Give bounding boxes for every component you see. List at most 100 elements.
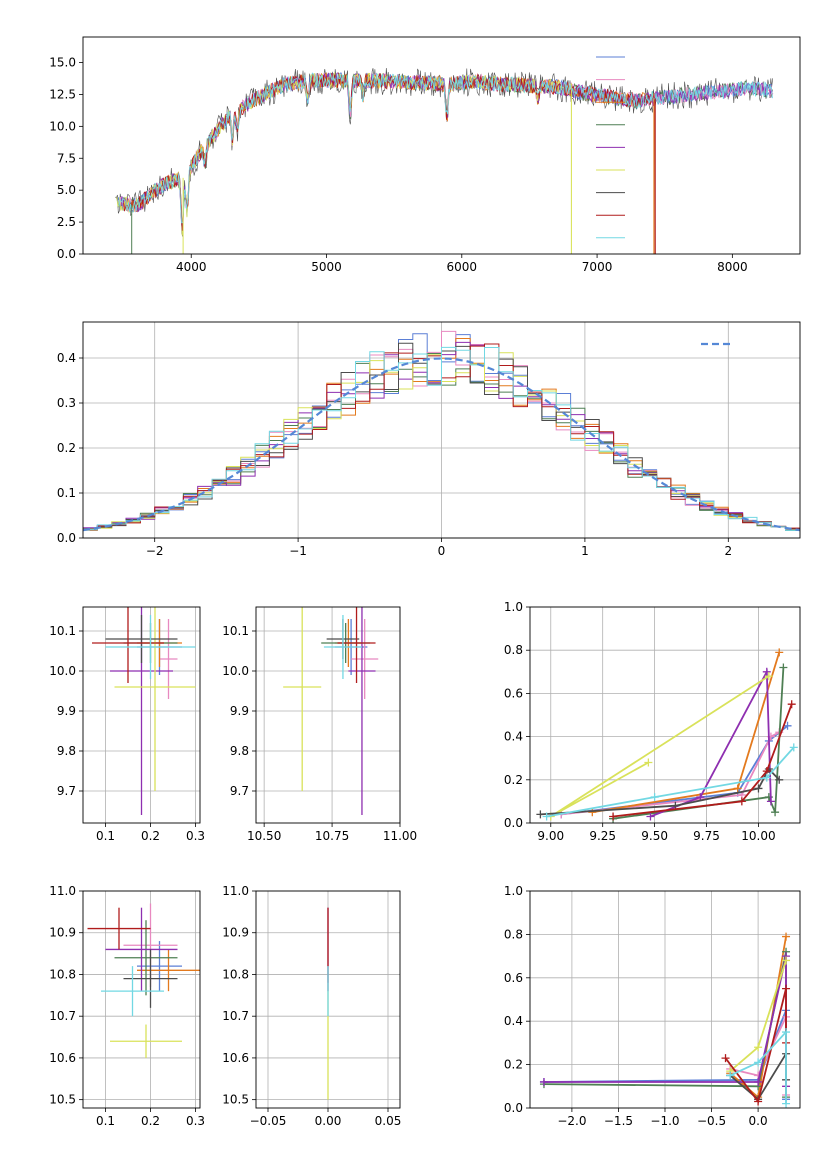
weight-marker [588,808,597,817]
plot-area [87,903,200,1058]
weight-marker [737,797,746,806]
weight-marker [646,812,655,821]
chart-spectrum: 4000 5000 6000 7000 8000 0.0 2.5 5.0 7.5 10.0 12.5… [49,36,801,274]
weight-marker [782,956,791,965]
x-tick-label: 8000 [717,260,748,274]
weight-line [612,703,793,818]
y-tick-label: 10.8 [222,967,249,981]
x-tick-label: 0.0 [749,1114,768,1128]
y-tick-label: 10.9 [49,926,76,940]
weight-marker [754,784,763,793]
y-tick-label: 0.4 [504,730,523,744]
weight-line [724,988,787,1104]
x-tick-label: 9.00 [537,829,564,843]
plot-area [92,607,196,815]
weight-marker [726,1071,735,1080]
axes-frame [82,890,201,1109]
y-tick-label: 9.9 [57,704,76,718]
weight-marker [650,793,659,802]
y-tick-label: 7.5 [57,151,76,165]
y-tick-label: 0.2 [504,1058,523,1072]
x-tick-label: 0.2 [141,829,160,843]
y-tick-label: 0.0 [57,531,76,545]
weight-marker [754,1097,763,1106]
x-tick-label: 10.75 [315,829,349,843]
weight-marker [754,1043,763,1052]
x-tick-label: 10.50 [247,829,281,843]
weight-marker [754,1058,763,1067]
y-tick-label: 5.0 [57,183,76,197]
x-tick-label: 0.05 [375,1114,402,1128]
weight-marker [775,775,784,784]
y-tick-label: 10.5 [222,1093,249,1107]
weight-marker [789,743,798,752]
y-tick-label: 9.9 [230,704,249,718]
y-tick-label: 9.8 [230,744,249,758]
spectrum-line [120,72,773,230]
x-tick-label: 2 [724,544,732,558]
legend [596,56,625,239]
x-tick-label: 0.00 [315,1114,342,1128]
y-tick-label: 15.0 [49,56,76,70]
x-tick-label: −1.5 [604,1114,633,1128]
weight-marker [733,784,742,793]
x-tick-label: −2 [146,544,164,558]
weight-marker [764,672,773,681]
y-tick-label: 0.6 [504,686,523,700]
weight-marker [644,758,653,767]
weight-marker [782,1099,791,1108]
y-tick-label: 0.4 [504,1014,523,1028]
weight-marker [766,797,775,806]
chart-weight_vs_age: 9.00 9.25 9.50 9.75 10.00 0.0 0.2 0.4 0.6 0.8 1.0 [504,600,801,843]
x-tick-label: 9.75 [693,829,720,843]
weight-marker [782,932,791,941]
weight-marker [775,648,784,657]
y-tick-label: 0.6 [504,971,523,985]
spectrum-line [116,71,572,254]
chart-age_vs_Z: 0.1 0.2 0.3 9.7 9.8 9.9 10.0 10.1 [49,606,205,843]
axes-frame [82,606,201,824]
weight-line [540,767,780,816]
y-tick-label: 10.0 [49,119,76,133]
y-tick-label: 10.6 [222,1051,249,1065]
y-tick-label: 0.8 [504,643,523,657]
y-tick-label: 1.0 [504,600,523,614]
x-tick-label: 10.00 [741,829,775,843]
y-tick-label: 0.2 [57,441,76,455]
weight-marker [771,808,780,817]
weight-line [729,1029,787,1104]
y-tick-label: 10.0 [49,664,76,678]
y-tick-label: 10.0 [222,664,249,678]
x-tick-label: −0.5 [697,1114,726,1128]
weight-marker [782,1028,791,1037]
x-tick-label: 0.2 [141,1114,160,1128]
plot-area [115,67,774,254]
x-tick-label: 0.1 [96,829,115,843]
chart-mass_vs_Z: 0.1 0.2 0.3 10.5 10.6 10.7 10.8 10.9 11.0 [49,884,205,1128]
y-tick-label: 10.7 [49,1009,76,1023]
x-tick-label: 1 [581,544,589,558]
x-tick-label: 0.3 [186,1114,205,1128]
weight-marker [762,667,771,676]
normal-curve [83,357,800,532]
chart-age_vs_mass: 10.50 10.75 11.00 9.7 9.8 9.9 10.0 10.1 [222,606,417,843]
chart-weight_vs_Z: −2.0 −1.5 −1.0 −0.5 0.0 0.0 0.2 0.4 0.6 0.8 1.0 [504,884,801,1128]
x-tick-label: 9.50 [641,829,668,843]
y-tick-label: 0.3 [57,396,76,410]
histogram-series [83,346,800,531]
weight-marker [783,721,792,730]
weight-marker [787,700,796,709]
plot-area [283,607,379,815]
y-tick-label: 9.7 [57,784,76,798]
weight-marker [754,1077,763,1086]
weight-line [592,652,781,814]
y-tick-label: 10.6 [49,1051,76,1065]
y-tick-label: 0.0 [504,816,523,830]
y-tick-label: 12.5 [49,87,76,101]
y-tick-label: 0.2 [504,773,523,787]
x-tick-label: 6000 [447,260,478,274]
y-tick-label: 0.4 [57,351,76,365]
weight-marker [542,812,551,821]
weight-marker [539,1077,548,1086]
